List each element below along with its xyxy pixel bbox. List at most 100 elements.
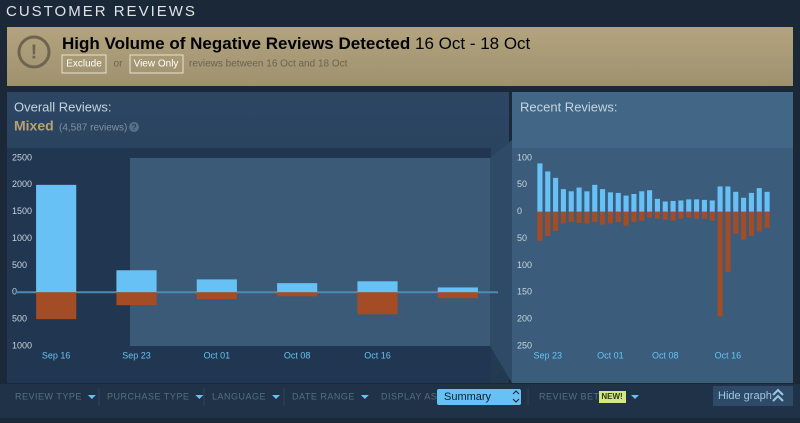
x-tick-label: Oct 01 [597,350,624,360]
bar [733,211,739,234]
display-as-label: DISPLAY AS: [381,391,440,401]
bar [654,211,660,219]
y-tick-label: 500 [12,314,27,324]
y-tick-label: 100 [517,260,532,270]
bar [437,287,478,293]
bar [662,201,668,212]
bar [560,211,566,224]
bar [748,211,754,236]
bar [196,292,237,300]
bar [545,171,551,212]
filter-label[interactable]: REVIEW TYPE [15,391,82,401]
recent-chart-area [512,148,793,383]
bar [537,163,543,212]
bar [733,191,739,212]
bar [639,191,645,212]
y-tick-label: 1500 [12,206,32,216]
bar [553,177,559,212]
help-icon[interactable] [129,122,139,132]
bar [357,281,398,293]
y-tick-label: 200 [517,314,532,324]
bar [741,211,747,240]
dropdown-arrow [360,395,369,399]
x-tick-label: Oct 01 [204,350,231,360]
bar [357,292,398,315]
bar [623,211,629,226]
bar [576,187,582,212]
bar [615,192,621,212]
filter-label[interactable]: LANGUAGE [212,391,266,401]
recent-label: Recent Reviews: [520,99,618,114]
bar [662,211,668,220]
collapse-icon [772,388,784,402]
bar [631,211,637,222]
y-tick-label: 0 [12,287,17,297]
y-tick-label: 1000 [12,233,32,243]
alert-heading: High Volume of Negative Reviews Detected [62,34,410,53]
display-as-select[interactable] [437,389,521,405]
selected-range [130,158,490,346]
bar [694,211,700,219]
exclude-label[interactable]: Exclude [66,59,102,70]
bar [701,199,707,212]
bar [748,192,754,212]
alert-banner [7,27,793,86]
filter-label[interactable]: PURCHASE TYPE [107,391,189,401]
x-tick-label: Sep 23 [122,350,151,360]
exclude-button[interactable] [61,54,107,74]
y-tick-label: 2000 [12,179,32,189]
bar [670,211,676,221]
bar [670,200,676,212]
bar [36,292,77,320]
dropdown-arrow [631,395,639,399]
review-beta-label[interactable]: REVIEW BETA [539,391,605,401]
view-only-button[interactable] [129,54,184,74]
alert-icon [17,35,51,69]
bar [647,211,653,218]
bar [592,184,598,212]
alert-note: reviews between 16 Oct and 18 Oct [189,59,348,70]
bar [764,211,770,228]
bar [560,189,566,212]
alert-dates: 16 Oct - 18 Oct [415,34,531,53]
bar [756,188,762,212]
bar [584,211,590,224]
dropdown-arrow [272,395,281,399]
bar [600,211,606,225]
section-title: CUSTOMER REVIEWS [6,3,197,20]
y-tick-label: 150 [517,287,532,297]
bar [553,211,559,232]
dropdown-arrow [195,395,204,399]
y-tick-label: 2500 [12,152,32,162]
display-as-value[interactable]: Summary [444,391,492,403]
new-badge-text: NEW! [601,392,622,401]
view-only-label[interactable]: View Only [134,59,179,70]
zoom-connector [490,140,512,383]
bar [568,211,574,222]
x-tick-label: Oct 08 [284,350,311,360]
bar [756,211,762,232]
bar [654,198,660,212]
bar [437,292,478,299]
alert-icon-mark: ! [31,41,38,63]
bar [116,270,157,293]
y-tick-label: 500 [12,260,27,270]
bar [741,197,747,212]
y-tick-label: 50 [517,179,527,189]
new-badge [599,391,626,403]
bar [592,211,598,222]
hide-graph-label[interactable]: Hide graph [718,390,772,402]
y-tick-label: 0 [517,206,522,216]
overall-rating: Mixed [14,118,54,134]
select-arrows [512,390,520,403]
help-mark[interactable]: ? [132,123,137,132]
bar [678,200,684,212]
bar [678,211,684,219]
x-tick-label: Oct 16 [715,350,742,360]
bar [764,191,770,212]
bar [116,292,157,306]
filter-label[interactable]: DATE RANGE [292,391,355,401]
bar [631,193,637,212]
